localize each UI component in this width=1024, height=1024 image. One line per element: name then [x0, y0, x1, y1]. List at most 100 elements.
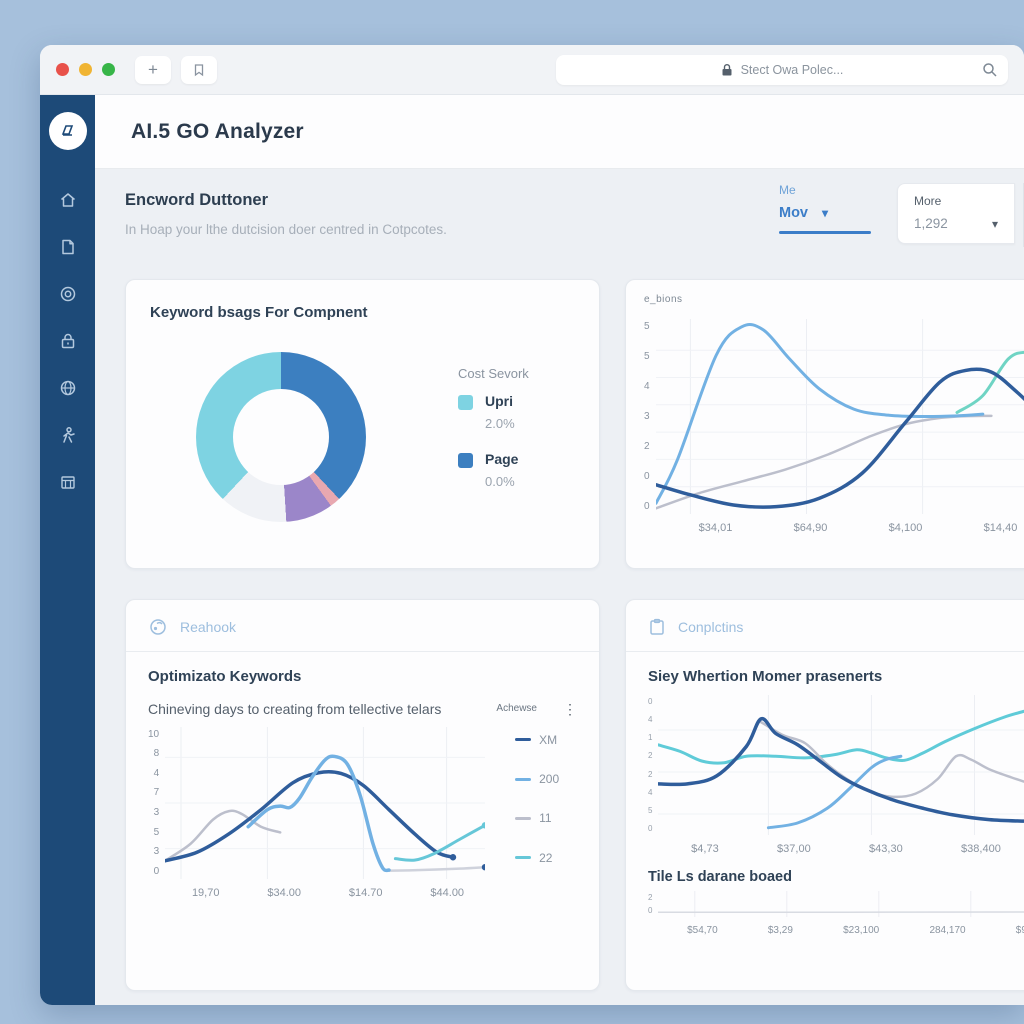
x-axis: $54,70 $3,29 $23,100 284,170 $9	[662, 925, 1024, 936]
legend-swatch	[458, 395, 473, 410]
x-tick: $64,90	[793, 522, 828, 534]
bookmark-icon	[194, 63, 204, 76]
period-value: Mov	[779, 205, 808, 221]
x-tick: $9	[1015, 925, 1024, 936]
search-icon[interactable]	[982, 62, 998, 78]
kebab-menu-icon[interactable]: ⋮	[563, 701, 577, 717]
y-tick: 0	[153, 865, 160, 877]
chart-label: e_bions	[644, 294, 683, 305]
app-title: AI.5 GO Analyzer	[131, 119, 304, 143]
x-tick: $34.00	[267, 886, 301, 899]
spend-line-chart	[655, 319, 1024, 514]
bookmark-button[interactable]	[181, 55, 217, 84]
maximize-window-button[interactable]	[102, 63, 115, 76]
complaints-card: Conplctins Siey Whertion Momer prasenert…	[625, 599, 1024, 991]
legend-dash	[515, 777, 532, 781]
legend-label: 11	[539, 811, 552, 826]
y-tick: 5	[644, 351, 650, 362]
donut-chart	[196, 352, 366, 522]
y-tick: 4	[153, 767, 160, 779]
webhook-icon	[150, 619, 166, 635]
sidebar-item-apps[interactable]	[56, 470, 80, 494]
plus-icon: +	[148, 59, 158, 79]
legend-swatch	[458, 453, 473, 468]
legend-item: 200	[515, 772, 559, 786]
y-tick: 8	[153, 748, 160, 760]
page-subtitle: In Hoap your lthe dutcision doer centred…	[125, 222, 447, 237]
sidebar-item-home[interactable]	[56, 188, 80, 212]
y-tick: 3	[644, 411, 650, 422]
tab-reahook[interactable]: Reahook	[180, 619, 237, 635]
x-tick: $14,40	[983, 522, 1018, 534]
legend-item: XM	[515, 733, 559, 747]
y-tick: 1	[648, 733, 653, 743]
donut-hole	[233, 389, 329, 485]
tab-complctins[interactable]: Conplctins	[678, 619, 744, 635]
x-tick: $54,70	[687, 925, 718, 936]
period-selector[interactable]: Me Mov ▾	[779, 183, 871, 234]
chart-legend: XM 200 11 22	[509, 727, 559, 879]
card-title: Keyword bsags For Compnent	[150, 304, 368, 321]
y-tick: 2	[648, 893, 653, 902]
sidebar-item-activity[interactable]	[56, 423, 80, 447]
y-tick: 4	[648, 715, 653, 725]
keywords-line-chart	[165, 726, 486, 879]
legend-item: Page 0.0%	[458, 451, 529, 491]
person-icon	[62, 427, 75, 443]
grid-icon	[60, 476, 75, 489]
y-tick: 7	[153, 787, 160, 799]
sidebar-item-security[interactable]	[56, 329, 80, 353]
legend-dash	[515, 816, 532, 820]
x-tick: $34,01	[698, 522, 733, 534]
x-tick: $4,100	[888, 522, 923, 534]
x-tick: $37,00	[777, 843, 811, 855]
sidebar-item-documents[interactable]	[56, 235, 80, 259]
sidebar-item-targets[interactable]	[56, 282, 80, 306]
y-tick: 5	[644, 321, 650, 332]
page-title: Encword Duttoner	[125, 191, 268, 209]
y-tick: 5	[648, 805, 653, 815]
file-icon	[61, 239, 74, 255]
legend-dash	[515, 856, 532, 860]
chevron-down-icon[interactable]: ▾	[991, 216, 998, 231]
x-tick: $23,100	[843, 925, 880, 936]
donut-legend: Cost Sevork Upri 2.0%	[458, 366, 529, 509]
browser-window: + Stect Owa Polec...	[40, 45, 1024, 1005]
legend-label: Upri	[485, 393, 513, 409]
address-bar[interactable]: Stect Owa Polec...	[556, 54, 1008, 85]
y-tick: 2	[648, 751, 653, 761]
mini-line-chart	[658, 891, 1024, 917]
close-window-button[interactable]	[56, 63, 69, 76]
x-tick: $4,73	[691, 843, 719, 855]
sidebar-nav	[40, 95, 95, 1005]
more-dropdown[interactable]: More 1,292 ▾	[897, 183, 1015, 244]
y-tick: 0	[648, 697, 653, 706]
keyword-usage-card: Keyword bsags For Compnent Cost Sevork U…	[125, 279, 600, 569]
period-label: Me	[779, 183, 796, 197]
app-logo[interactable]	[48, 112, 87, 150]
optimize-keywords-card: Reahook Optimizato Keywords Chineving da…	[125, 599, 600, 991]
lock-icon	[722, 63, 732, 75]
chevron-down-icon[interactable]: ▾	[822, 206, 829, 220]
spend-trend-card: e_bions 5 5 4 3 2 0 0 $34,01 $64,90 $4,100 $14,40	[625, 279, 1024, 569]
lock-icon	[61, 333, 74, 349]
y-tick: 2	[648, 769, 653, 779]
legend-label: 200	[539, 772, 560, 787]
y-axis: 0 4 1 2 2 4 5 0	[648, 695, 658, 835]
sidebar-item-global[interactable]	[56, 376, 80, 400]
new-tab-button[interactable]: +	[135, 55, 171, 84]
more-label: More	[914, 194, 942, 208]
achieve-link[interactable]: Achewse	[496, 703, 537, 714]
footer-title: Tile Ls darane boaed	[648, 869, 792, 885]
target-icon	[60, 286, 75, 302]
legend-item: Upri 2.0%	[458, 393, 529, 433]
complaints-line-chart	[658, 695, 1024, 835]
browser-chrome: + Stect Owa Polec...	[40, 45, 1024, 95]
y-axis: 10 8 4 7 3 5 3 0	[148, 727, 165, 879]
y-tick: 0	[644, 501, 650, 512]
legend-value: 0.0%	[485, 474, 515, 489]
y-tick: 2	[644, 441, 650, 452]
legend-label: Page	[485, 451, 519, 467]
home-icon	[60, 193, 75, 207]
minimize-window-button[interactable]	[79, 63, 92, 76]
